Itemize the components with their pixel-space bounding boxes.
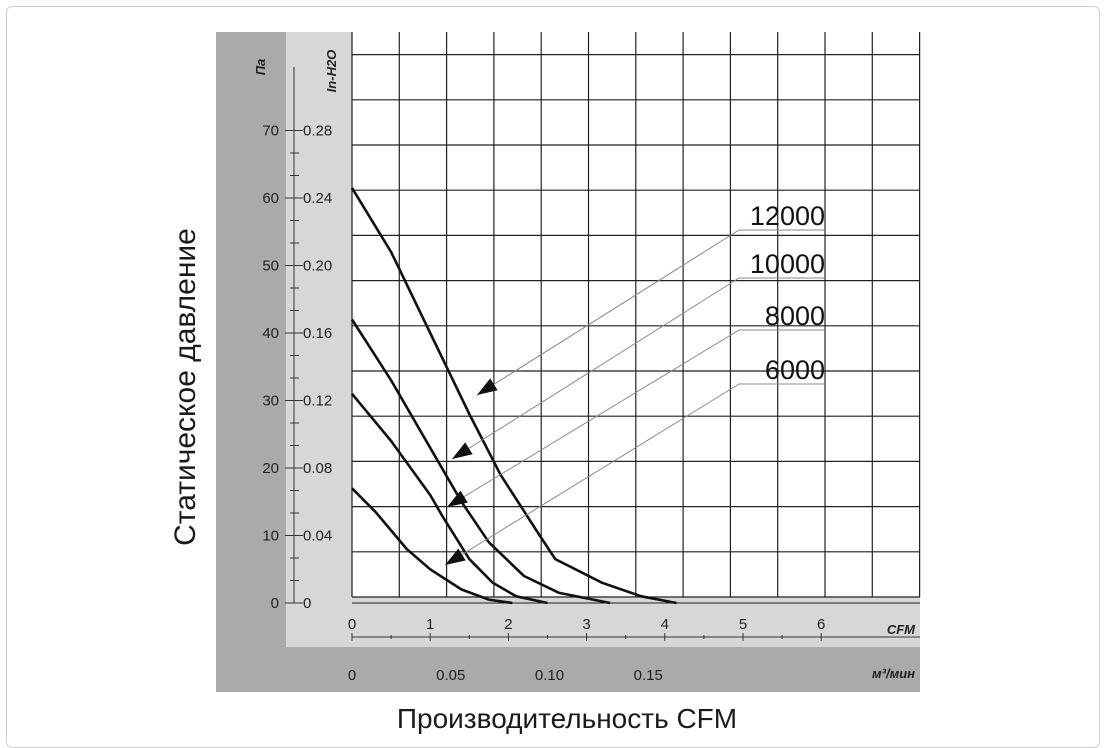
x-axis-title: Производительность CFM	[397, 703, 737, 734]
y-axis-title: Статическое давление	[169, 228, 202, 546]
m3min-tick-label: 0.05	[436, 667, 465, 684]
grid	[351, 32, 921, 604]
series-line-8000	[350, 392, 548, 605]
m3min-tick-label: 0.15	[634, 667, 663, 684]
series-label-10000: 10000	[750, 249, 825, 279]
arrowhead	[447, 490, 468, 507]
series-line-12000	[350, 187, 677, 605]
series-label-6000: 6000	[765, 355, 825, 385]
pa-tick-label: 60	[262, 190, 279, 207]
leader-line	[451, 277, 740, 460]
leader-lines: 12000 10000 8000 6000	[444, 201, 825, 566]
inh2o-tick-label: 0.20	[303, 258, 332, 275]
cfm-tick-label: 0	[348, 616, 356, 633]
inh2o-tick-label: 0	[303, 595, 311, 612]
inh2o-tick-label: 0.08	[303, 460, 332, 477]
left-axis-panel	[216, 32, 286, 692]
inh2o-tick-label: 0.04	[303, 528, 332, 545]
leader-line	[446, 329, 740, 508]
pa-tick-label: 0	[271, 595, 279, 612]
pa-unit-label: Па	[253, 59, 268, 76]
inner-axis-panel-left	[286, 32, 352, 647]
arrowhead	[477, 378, 498, 395]
m3min-unit-label: м³/мин	[872, 666, 915, 681]
series-lines	[350, 187, 677, 605]
leader-line	[444, 383, 740, 566]
pa-tick-label: 10	[262, 528, 279, 545]
cfm-tick-label: 3	[582, 616, 590, 633]
inner-axis-panel-bottom	[286, 597, 920, 647]
leader-line	[476, 229, 740, 396]
series-line-6000	[351, 487, 513, 605]
m3min-tick-label: 0.10	[535, 667, 564, 684]
inh2o-tick-label: 0.24	[303, 190, 332, 207]
arrowhead	[452, 442, 473, 459]
bottom-axis-panel	[216, 647, 920, 692]
cfm-unit-label: CFM	[887, 622, 916, 637]
m3min-tick-label: 0	[348, 667, 356, 684]
series-label-8000: 8000	[765, 301, 825, 331]
inh2o-unit-label: In-H2O	[324, 50, 339, 93]
inh2o-tick-label: 0.12	[303, 393, 332, 410]
series-label-12000: 12000	[750, 201, 825, 231]
inh2o-tick-label: 0.28	[303, 123, 332, 140]
pa-tick-label: 50	[262, 258, 279, 275]
cfm-tick-label: 6	[817, 616, 825, 633]
pa-tick-label: 30	[262, 393, 279, 410]
cfm-tick-label: 2	[504, 616, 512, 633]
series-line-10000	[350, 318, 611, 605]
inh2o-tick-label: 0.16	[303, 325, 332, 342]
pa-tick-label: 40	[262, 325, 279, 342]
cfm-tick-label: 1	[426, 616, 434, 633]
cfm-tick-label: 5	[739, 616, 747, 633]
pa-tick-label: 70	[262, 123, 279, 140]
y-axis-ticks: 70 0.28 60 0.24 50 0.20 40 0.16 30 0.12 20 0.08 10 0.…	[262, 67, 332, 612]
x-axis-ticks: 0 1 2 3 4 5 6 0 0.05 0.10 0.15	[348, 616, 920, 684]
chart-frame: 70 0.28 60 0.24 50 0.20 40 0.16 30 0.12 20 0.08 10 0.…	[6, 6, 1100, 748]
pa-tick-label: 20	[262, 460, 279, 477]
cfm-tick-label: 4	[661, 616, 669, 633]
arrowhead	[445, 548, 466, 565]
